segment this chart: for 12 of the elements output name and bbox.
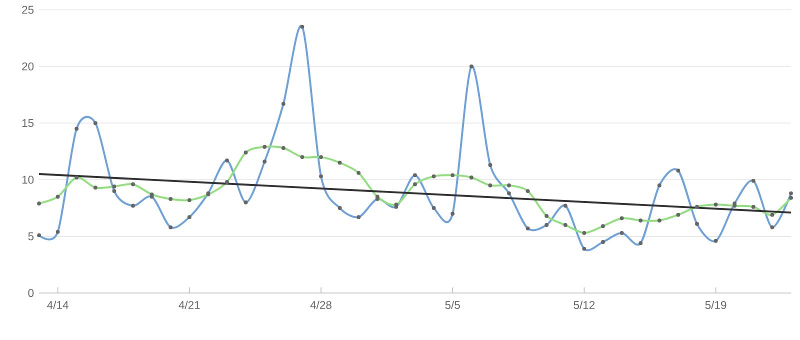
x-tick-label: 5/19 <box>705 300 726 310</box>
y-tick-label: 0 <box>28 289 34 297</box>
x-tick-label: 4/28 <box>310 300 332 310</box>
y-tick-label: 5 <box>28 232 34 240</box>
x-tick-label: 4/14 <box>47 300 68 310</box>
y-tick-label: 10 <box>22 176 34 184</box>
y-tick-label: 20 <box>22 62 34 70</box>
y-tick-label: 25 <box>22 6 34 14</box>
y-tick-label: 15 <box>22 119 34 127</box>
x-tick-label: 4/21 <box>178 300 200 310</box>
x-tick-label: 5/12 <box>574 300 595 310</box>
x-tick-label: 5/5 <box>445 300 460 310</box>
